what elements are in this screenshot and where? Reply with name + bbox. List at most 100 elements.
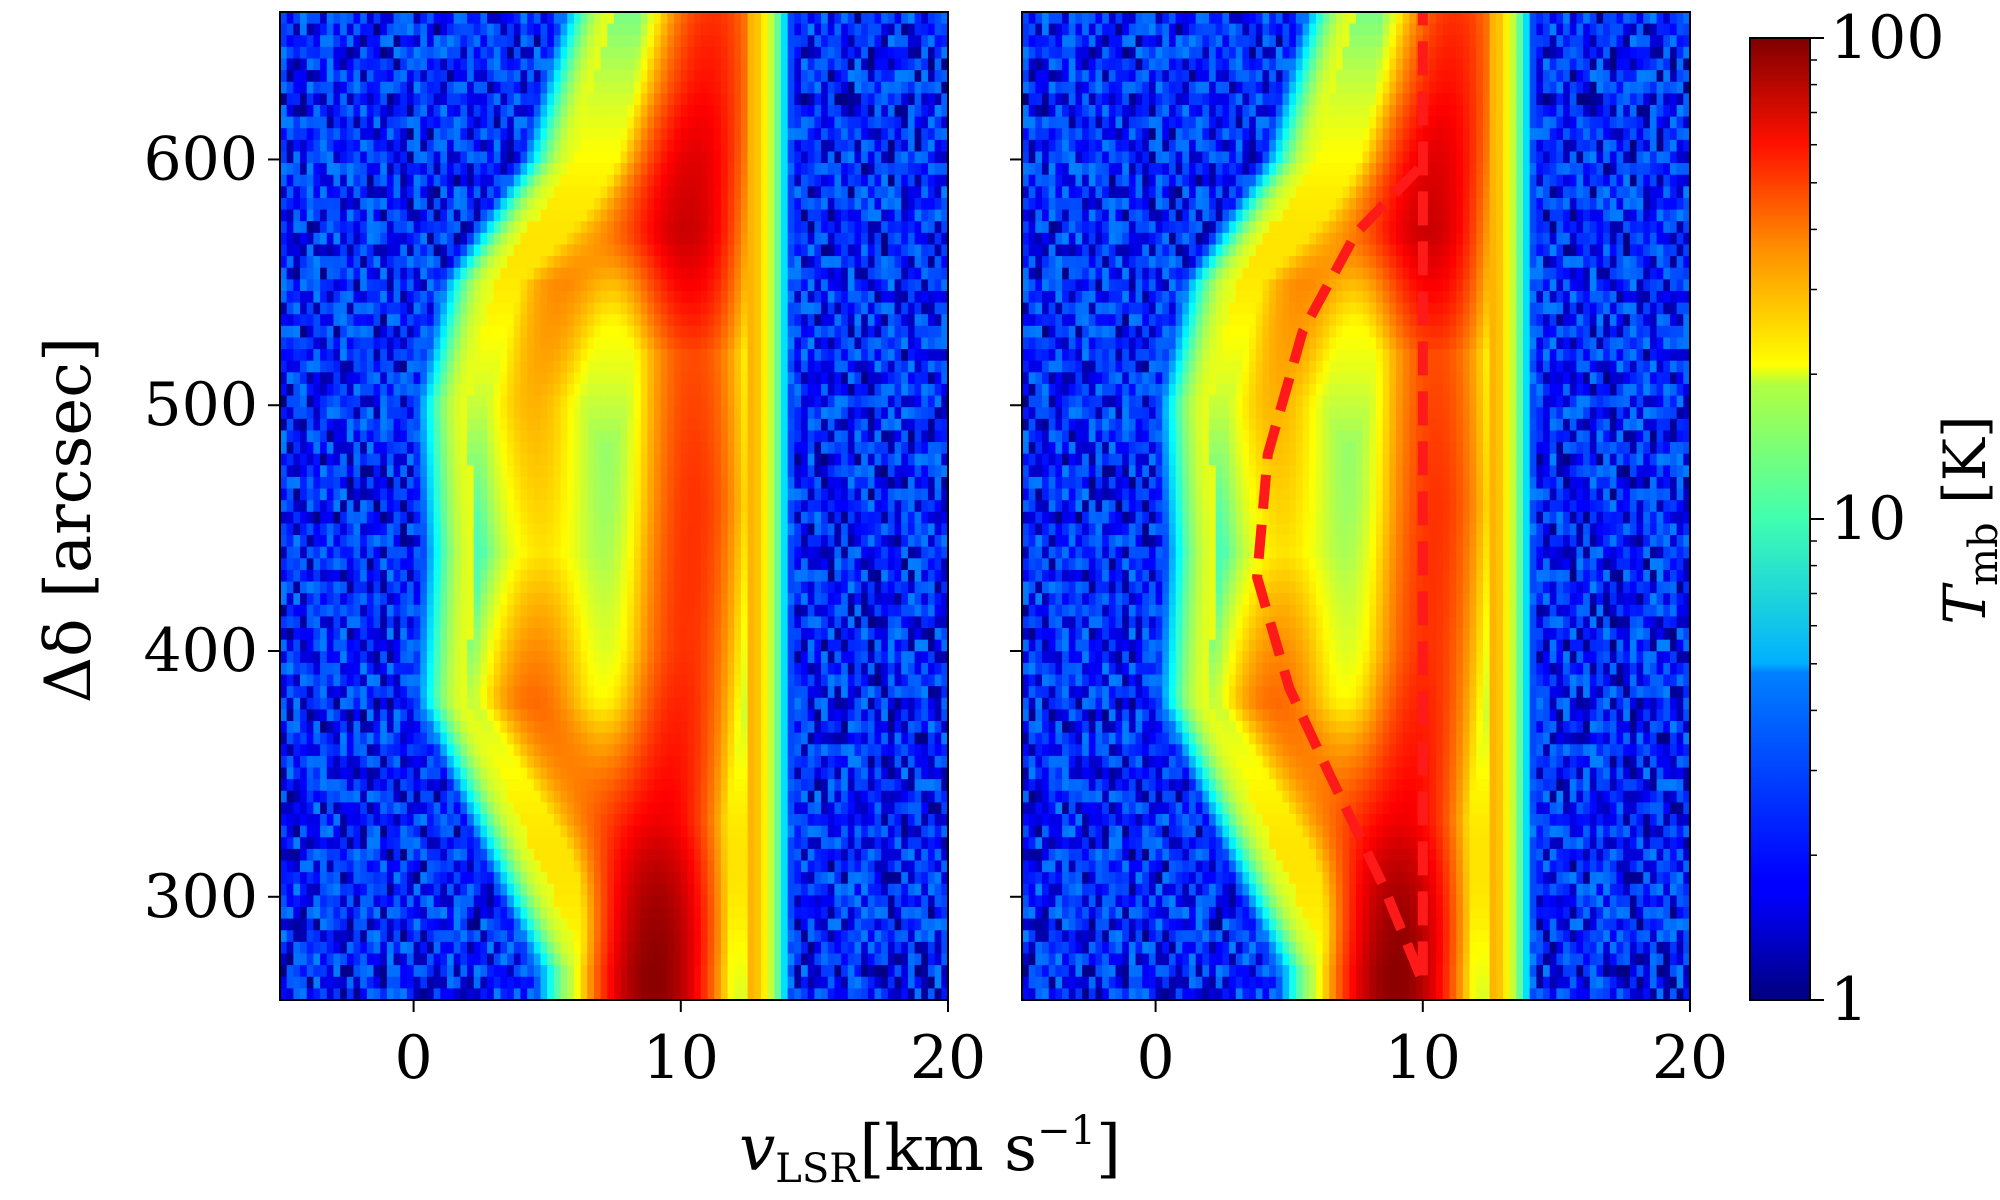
heat-cell — [520, 535, 528, 548]
heat-cell — [527, 569, 535, 583]
heat-cell — [674, 139, 682, 153]
heat-cell — [841, 476, 849, 490]
heat-cell — [654, 360, 662, 373]
heat-cell — [927, 302, 936, 315]
heat-cell — [941, 430, 949, 443]
heat-cell — [340, 349, 348, 362]
heat-cell — [593, 46, 602, 60]
heat-cell — [373, 442, 381, 455]
heat-cell — [453, 535, 461, 548]
heat-cell — [320, 418, 328, 432]
heat-cell — [714, 256, 722, 269]
heat-cell — [413, 244, 421, 257]
heat-cell — [921, 163, 929, 176]
heat-cell — [487, 418, 495, 432]
heat-cell — [373, 511, 381, 525]
heat-cell — [941, 290, 949, 304]
heat-cell — [614, 186, 622, 199]
heat-cell — [827, 174, 836, 187]
heat-cell — [774, 290, 782, 304]
heat-cell — [821, 12, 829, 25]
heat-cell — [774, 558, 782, 571]
heat-cell — [386, 511, 395, 525]
heat-cell — [787, 116, 795, 129]
heat-cell — [861, 221, 869, 234]
heat-cell — [326, 546, 335, 559]
heat-cell — [901, 407, 909, 420]
heat-cell — [520, 197, 528, 211]
heat-cell — [500, 279, 508, 292]
heat-cell — [787, 232, 795, 246]
heat-cell — [533, 546, 542, 559]
heat-cell — [453, 360, 461, 373]
heat-cell — [593, 337, 602, 350]
heat-cell — [727, 116, 735, 129]
heat-cell — [867, 372, 876, 385]
heat-cell — [573, 442, 582, 455]
heat-cell — [286, 116, 294, 129]
heat-cell — [854, 314, 862, 327]
heat-cell — [774, 465, 782, 478]
heat-cell — [553, 267, 562, 280]
heat-cell — [386, 430, 395, 443]
heat-cell — [293, 267, 301, 280]
heat-cell — [680, 70, 689, 83]
heat-cell — [660, 349, 669, 362]
heat-cell — [774, 337, 782, 350]
heat-cell — [861, 325, 869, 339]
heat-cell — [346, 442, 355, 455]
heat-cell — [827, 244, 836, 257]
heat-cell — [527, 430, 535, 443]
heat-cell — [493, 442, 502, 455]
heat-cell — [406, 337, 415, 350]
heat-cell — [580, 174, 588, 187]
heat-cell — [727, 360, 735, 373]
heat-cell — [320, 349, 328, 362]
heat-cell — [847, 209, 856, 222]
heat-cell — [887, 116, 896, 129]
heat-cell — [487, 465, 495, 478]
heat-cell — [620, 174, 628, 187]
heat-cell — [727, 581, 735, 594]
heat-cell — [807, 174, 815, 187]
heat-cell — [901, 139, 909, 153]
heat-cell — [513, 558, 522, 571]
heat-cell — [580, 383, 588, 397]
heat-cell — [560, 337, 568, 350]
heat-cell — [473, 46, 481, 60]
heat-cell — [373, 535, 381, 548]
heat-cell — [460, 465, 468, 478]
heat-cell — [580, 232, 588, 246]
heat-cell — [634, 151, 642, 164]
heat-cell — [707, 267, 715, 280]
heat-cell — [620, 476, 628, 490]
heat-cell — [754, 128, 762, 141]
heat-cell — [627, 209, 635, 222]
heat-cell — [493, 186, 502, 199]
heat-cell — [941, 314, 949, 327]
heat-cell — [393, 35, 401, 48]
heat-cell — [413, 279, 421, 292]
heat-cell — [500, 58, 508, 71]
heat-cell — [320, 267, 328, 280]
heat-cell — [480, 186, 488, 199]
heat-cell — [500, 430, 508, 443]
heat-cell — [306, 523, 314, 536]
heat-cell — [634, 267, 642, 280]
heat-cell — [941, 349, 949, 362]
heat-cell — [540, 314, 548, 327]
heat-cell — [847, 35, 856, 48]
heat-cell — [807, 279, 815, 292]
heat-cell — [754, 395, 762, 408]
heat-cell — [640, 256, 648, 269]
heat-cell — [440, 569, 448, 583]
heat-cell — [453, 372, 461, 385]
heat-cell — [587, 290, 595, 304]
heat-cell — [660, 244, 669, 257]
heat-cell — [467, 418, 475, 432]
heat-cell — [587, 81, 595, 94]
heat-cell — [720, 488, 729, 501]
heat-cell — [801, 163, 809, 176]
heat-cell — [386, 139, 395, 153]
heat-cell — [927, 407, 936, 420]
